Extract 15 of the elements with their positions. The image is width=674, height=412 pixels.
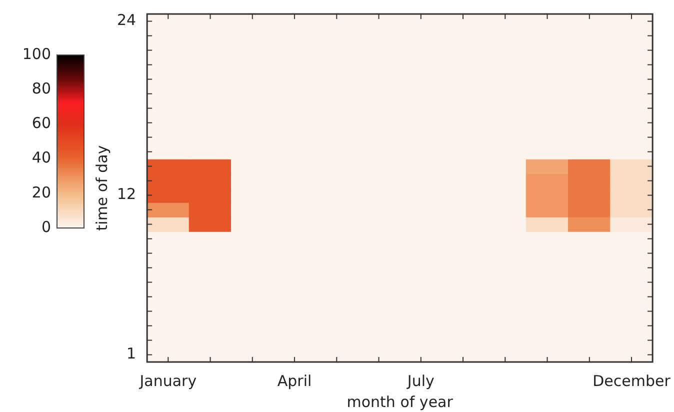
y-tick-label: 1 (126, 344, 136, 363)
x-tick-label: July (406, 372, 435, 390)
color-bar-label: 20 (32, 183, 51, 202)
x-tick-label: April (277, 372, 312, 390)
y-tick-label: 12 (116, 185, 136, 204)
color-bar-label: 100 (22, 44, 51, 63)
color-bar-label: 0 (41, 218, 51, 236)
color-bar-label: 80 (32, 79, 51, 98)
color-bar-label: 40 (32, 148, 51, 167)
x-tick-label: January (138, 372, 197, 390)
x-axis-title: month of year (346, 392, 454, 411)
y-tick-label: 24 (116, 11, 136, 30)
y-axis-title: time of day (92, 145, 111, 231)
color-bar-label: 60 (32, 114, 51, 132)
x-tick-label: December (592, 372, 672, 390)
